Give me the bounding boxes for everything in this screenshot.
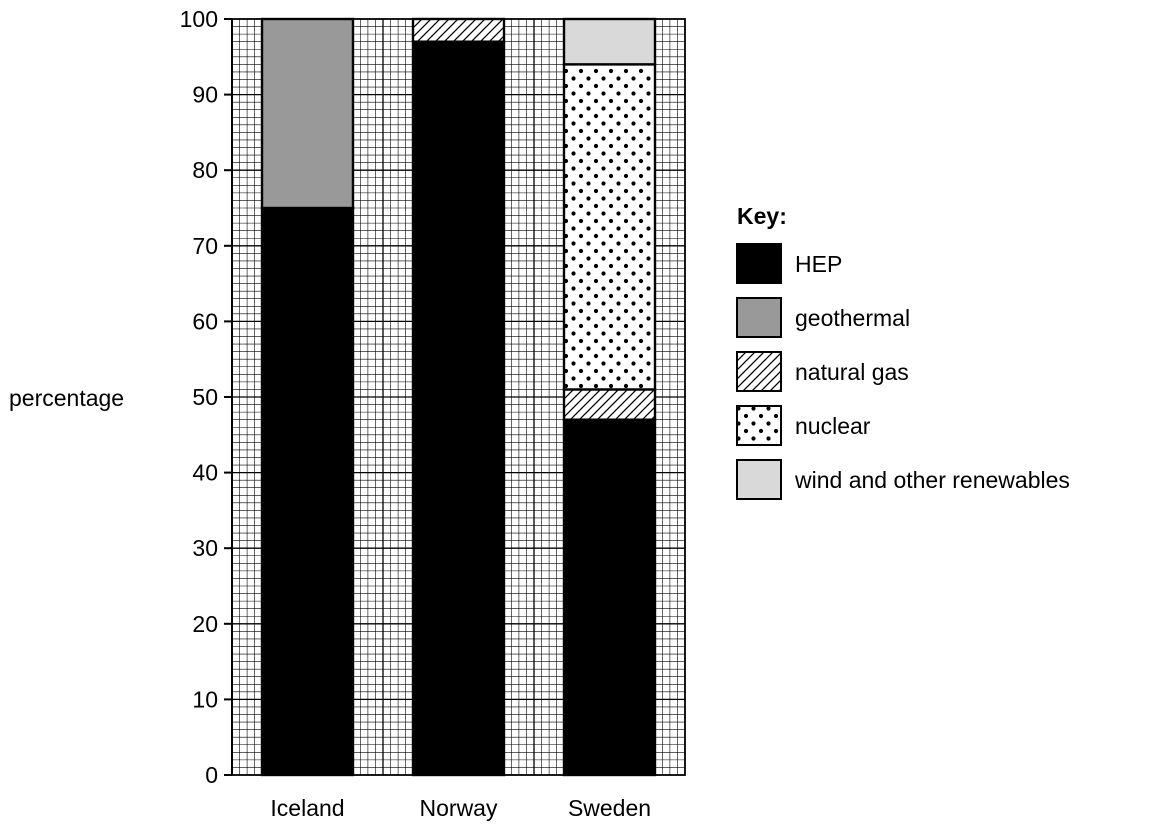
y-tick-label: 60 [192,308,218,334]
bar-sweden-hep [562,418,657,777]
bar-iceland-geothermal [260,17,355,210]
legend-swatch-hep [736,243,782,284]
legend-label-geothermal: geothermal [795,305,910,331]
y-tick-label: 30 [192,535,218,561]
y-tick-label: 10 [192,686,218,712]
bar-sweden-nuclear [562,63,657,391]
y-tick-label: 80 [192,157,218,183]
y-tick-label: 40 [192,460,218,486]
y-axis: 0 10 20 30 40 50 60 70 80 90 100 [180,6,233,788]
legend-swatch-geothermal [736,297,782,338]
bar-norway-hep [411,40,506,777]
legend-label-hep: HEP [795,251,842,277]
legend-label-wind-and-other-renewables: wind and other renewables [794,467,1070,493]
y-tick-label: 50 [192,384,218,410]
x-tick-label-sweden: Sweden [568,795,651,821]
bar-sweden-natural-gas [562,388,657,421]
bar-stacks: Iceland Norway Sweden [260,17,657,821]
legend: Key: HEP geothermal natural gas nuclear wind… [736,203,1070,500]
y-tick-label: 0 [205,762,218,788]
y-tick-label: 70 [192,233,218,259]
bar-iceland-hep [260,206,355,777]
legend-label-natural-gas: natural gas [795,359,909,385]
x-tick-label-norway: Norway [420,795,498,821]
y-tick-label: 90 [192,82,218,108]
legend-swatch-nuclear [736,405,782,446]
legend-swatch-wind-and-other-renewables [736,459,782,500]
legend-label-nuclear: nuclear [795,413,871,439]
bar-sweden-wind-and-other-renewables [562,17,657,66]
y-axis-title: percentage [9,385,124,411]
x-tick-label-iceland: Iceland [270,795,344,821]
legend-swatch-natural-gas [736,351,782,392]
y-tick-label: 100 [180,6,218,32]
bar-norway-natural-gas [411,17,506,43]
y-tick-label: 20 [192,611,218,637]
legend-title: Key: [737,203,787,229]
